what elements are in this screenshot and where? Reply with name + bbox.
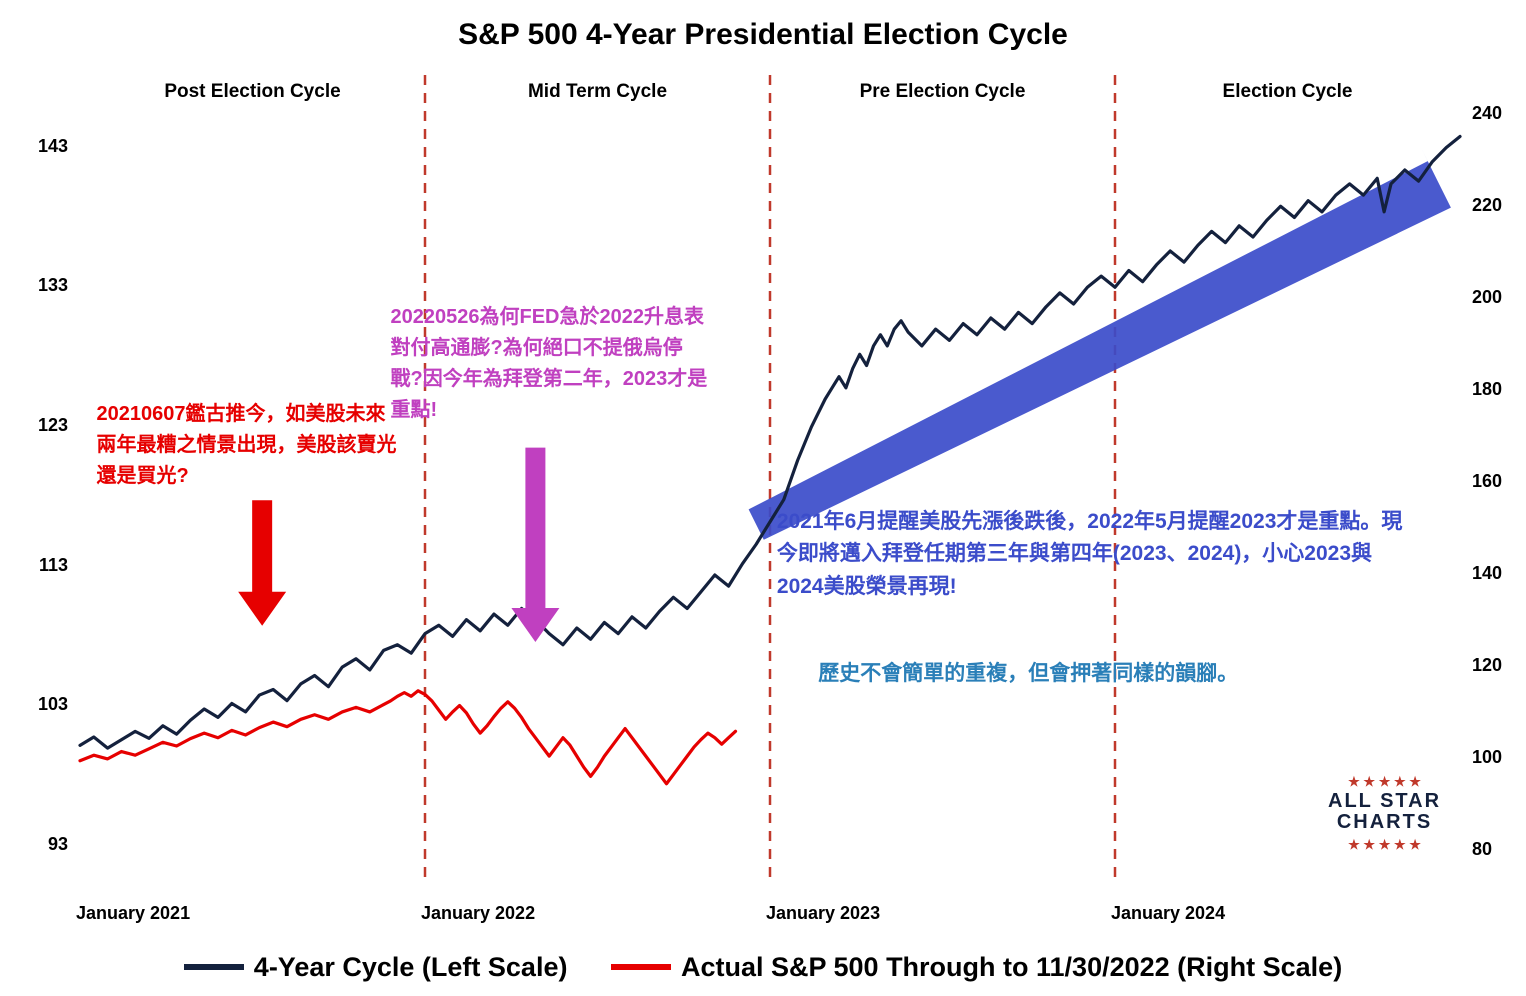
y-left-tick: 143	[38, 136, 68, 157]
legend-label-actual: Actual S&P 500 Through to 11/30/2022 (Ri…	[681, 952, 1342, 983]
y-right-tick: 100	[1472, 747, 1502, 768]
chart-container: S&P 500 4-Year Presidential Election Cyc…	[0, 0, 1526, 996]
logo-line2: CHARTS	[1328, 812, 1441, 833]
annotation-blue-main: 2021年6月提醒美股先漲後跌後，2022年5月提醒2023才是重點。現今即將邁…	[777, 506, 1407, 604]
x-tick: January 2021	[76, 903, 190, 924]
phase-label: Pre Election Cycle	[860, 81, 1026, 103]
logo-stars-top: ★ ★ ★ ★ ★	[1328, 770, 1441, 791]
y-left-tick: 93	[48, 834, 68, 855]
annotation-blue-quote: 歷史不會簡單的重複，但會押著同樣的韻腳。	[818, 658, 1418, 691]
logo-allstarcharts: ★ ★ ★ ★ ★ ALL STAR CHARTS ★ ★ ★ ★ ★	[1328, 770, 1441, 854]
phase-label: Post Election Cycle	[164, 81, 340, 103]
y-right-tick: 140	[1472, 563, 1502, 584]
y-left-tick: 103	[38, 694, 68, 715]
x-tick: January 2023	[766, 903, 880, 924]
y-right-tick: 120	[1472, 655, 1502, 676]
legend-item-actual: Actual S&P 500 Through to 11/30/2022 (Ri…	[611, 952, 1342, 983]
y-left-tick: 123	[38, 415, 68, 436]
y-left-tick: 133	[38, 275, 68, 296]
y-left-tick: 113	[39, 555, 68, 576]
y-right-tick: 200	[1472, 287, 1502, 308]
legend-swatch-cycle	[184, 964, 244, 970]
phase-label: Mid Term Cycle	[528, 81, 667, 103]
x-tick: January 2022	[421, 903, 535, 924]
legend-item-cycle: 4-Year Cycle (Left Scale)	[184, 952, 568, 983]
chart-svg	[0, 0, 1526, 996]
annotation-red: 20210607鑑古推今，如美股未來兩年最糟之情景出現，美股該賣光還是買光?	[97, 399, 397, 492]
annotation-magenta: 20220526為何FED急於2022升息表對付高通膨?為何絕口不提俄烏停戰?因…	[391, 302, 711, 426]
legend: 4-Year Cycle (Left Scale) Actual S&P 500…	[0, 946, 1526, 983]
y-right-tick: 180	[1472, 379, 1502, 400]
x-tick: January 2024	[1111, 903, 1225, 924]
legend-swatch-actual	[611, 964, 671, 970]
phase-label: Election Cycle	[1223, 81, 1353, 103]
legend-label-cycle: 4-Year Cycle (Left Scale)	[254, 952, 568, 983]
y-right-tick: 80	[1472, 839, 1492, 860]
logo-line1: ALL STAR	[1328, 791, 1441, 812]
y-right-tick: 220	[1472, 195, 1502, 216]
y-right-tick: 240	[1472, 103, 1502, 124]
y-right-tick: 160	[1472, 471, 1502, 492]
logo-stars-bottom: ★ ★ ★ ★ ★	[1328, 833, 1441, 854]
